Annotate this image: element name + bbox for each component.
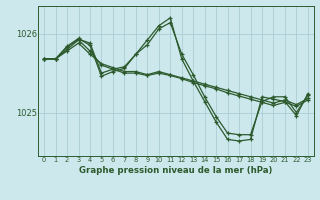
X-axis label: Graphe pression niveau de la mer (hPa): Graphe pression niveau de la mer (hPa) <box>79 166 273 175</box>
